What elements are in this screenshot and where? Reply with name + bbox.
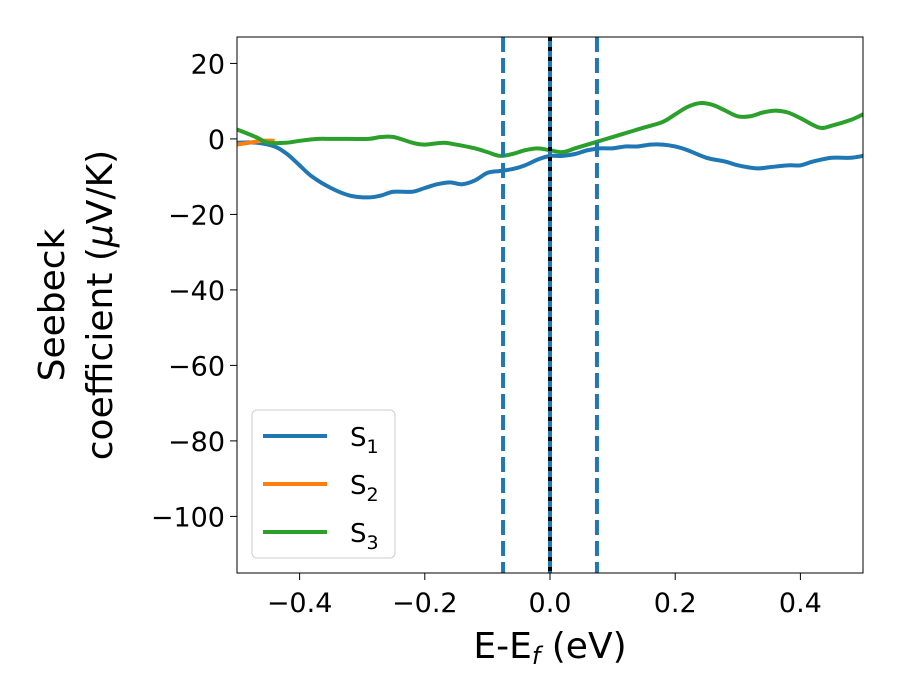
x-tick-label: 0.0 — [529, 588, 572, 619]
x-tick-label: −0.4 — [267, 588, 333, 619]
y-tick-label: −80 — [168, 427, 225, 458]
x-tick-label: 0.4 — [779, 588, 822, 619]
vertical-lines-layer — [501, 37, 599, 573]
legend-label-s3: S3 — [350, 519, 379, 554]
legend-label-s2: S2 — [350, 471, 379, 506]
x-tick-label: −0.2 — [392, 588, 458, 619]
legend-label-s1: S1 — [350, 423, 379, 458]
y-axis-label: Seebeck coefficient (μV/K) — [32, 150, 121, 460]
y-tick-label: −60 — [168, 351, 225, 382]
series-line-s3 — [237, 100, 863, 158]
y-tick-label: −100 — [151, 502, 225, 533]
y-axis-label-line1: Seebeck — [32, 228, 73, 381]
x-ticks: −0.4 −0.2 0.0 0.2 0.4 — [267, 573, 822, 619]
y-ticks: 20 0 −20 −40 −60 −80 −100 — [151, 49, 237, 533]
y-tick-label: −40 — [168, 276, 225, 307]
y-tick-label: 20 — [191, 49, 225, 80]
x-axis-label: E-Ef (eV) — [473, 626, 626, 670]
y-axis-label-line2: coefficient (μV/K) — [80, 150, 121, 460]
x-tick-label: 0.2 — [654, 588, 697, 619]
y-tick-label: −20 — [168, 200, 225, 231]
legend: S1 S2 S3 — [251, 409, 396, 559]
y-tick-label: 0 — [208, 125, 225, 156]
series-line-s2 — [237, 138, 275, 147]
